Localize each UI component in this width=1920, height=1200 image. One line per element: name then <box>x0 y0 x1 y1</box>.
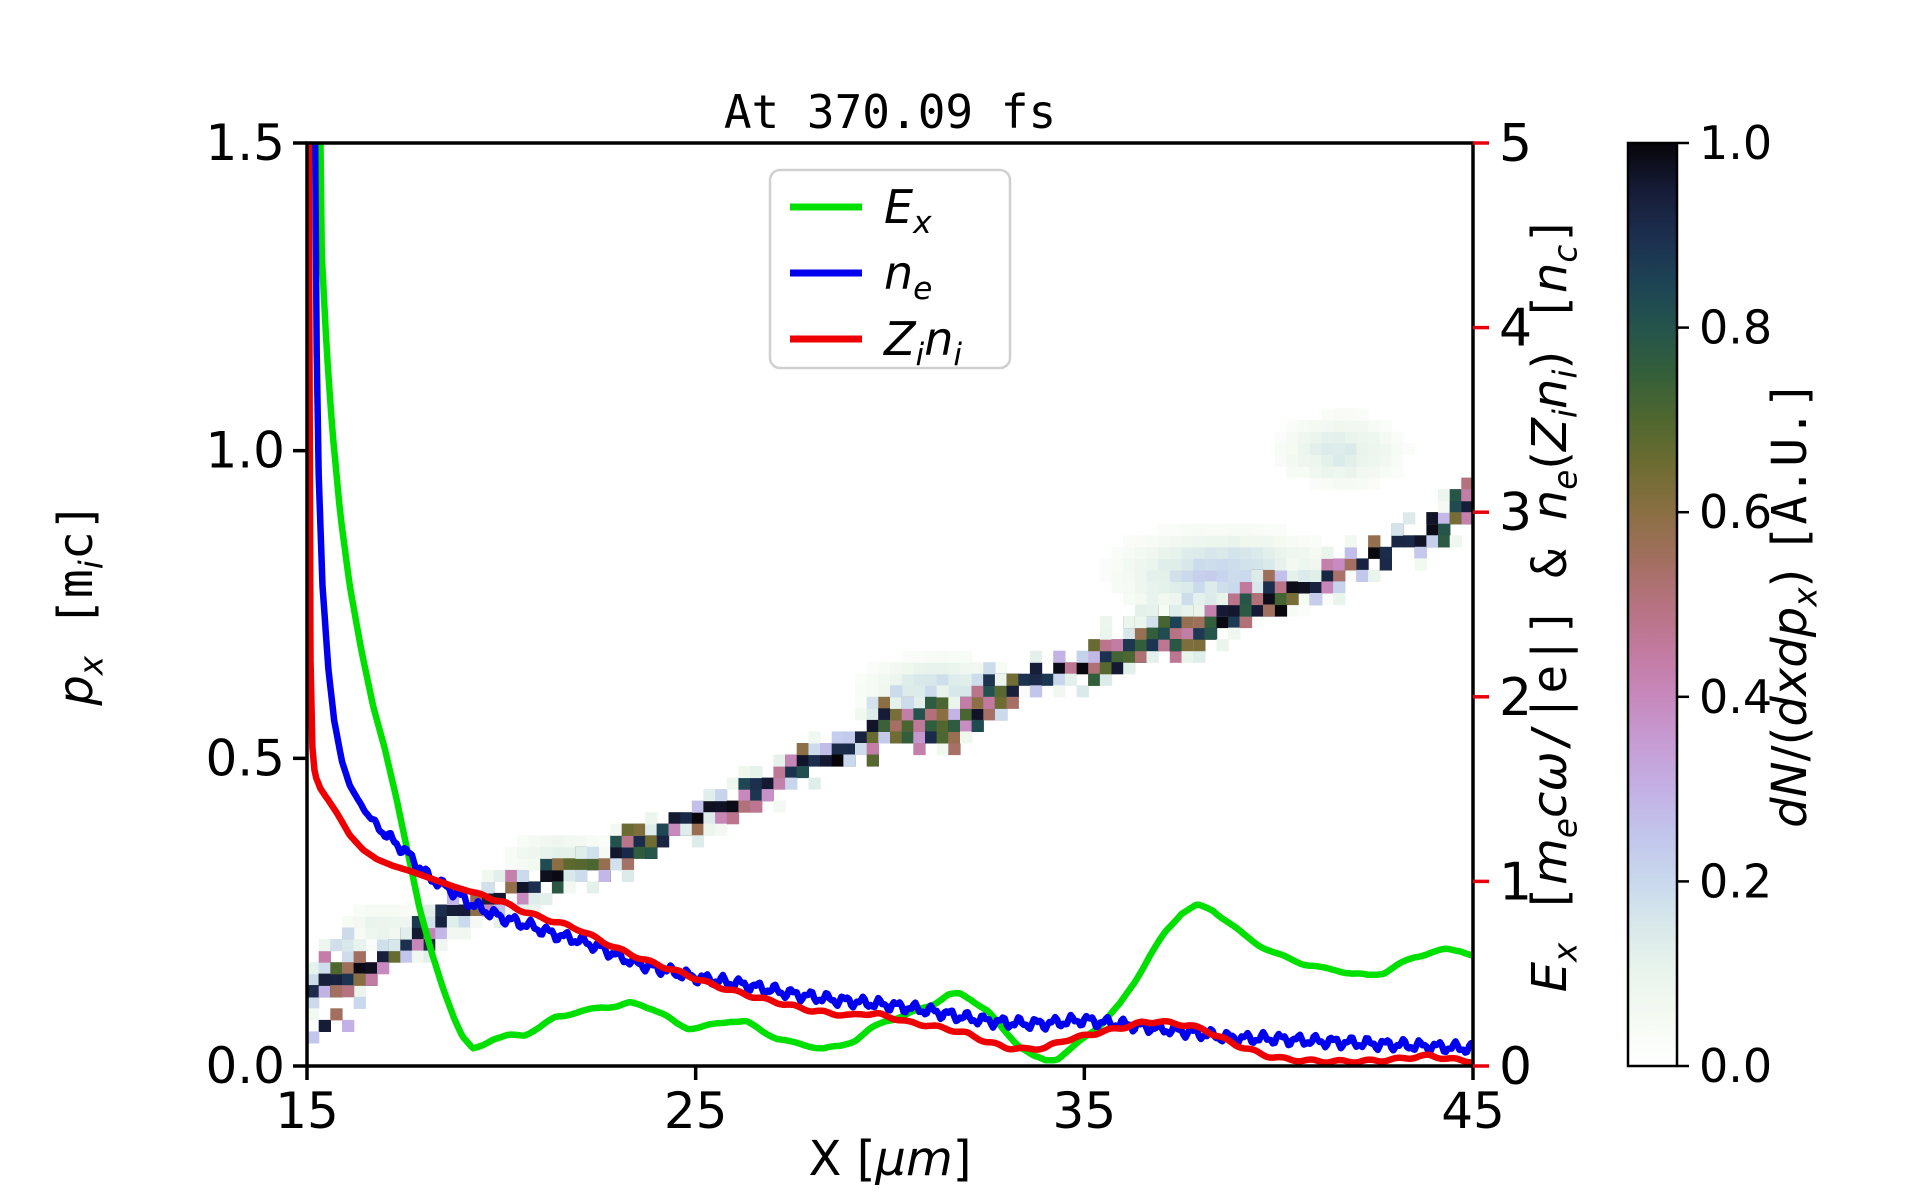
y-right-tick-label: 0 <box>1499 1037 1532 1097</box>
colorbar-tick-label: 0.0 <box>1699 1039 1772 1093</box>
legend-label: Ex <box>884 180 932 241</box>
y-right-tick-label: 5 <box>1499 114 1532 174</box>
colorbar-tick-label: 1.0 <box>1699 116 1772 170</box>
phase-space-heatmap <box>307 408 1474 1044</box>
x-tick-label: 45 <box>1441 1082 1505 1140</box>
y-left-axis-label: px [mic] <box>48 502 111 706</box>
y-left-tick-label: 1.5 <box>205 114 285 172</box>
y-axis-right: 0 1 2 3 4 5 Ex [mecω/|e|] & ne(Zini) [nc] <box>1473 114 1585 1097</box>
x-tick-label: 35 <box>1053 1082 1117 1140</box>
axes-frame <box>305 141 1475 1068</box>
plot-border <box>305 141 1475 1068</box>
y-right-tick-label: 4 <box>1499 299 1532 359</box>
colorbar-tick-label: 0.4 <box>1699 670 1772 724</box>
y-right-axis-label: Ex [mecω/|e|] & ne(Zini) [nc] <box>1522 216 1585 993</box>
colorbar: 0.0 0.2 0.4 0.6 0.8 1.0 dN/(dxdpx) [A.U.] <box>1626 116 1825 1093</box>
zini-curve <box>306 142 1474 1066</box>
y-axis-left: 0.0 0.5 1.0 1.5 px [mic] <box>48 114 307 1095</box>
x-tick-label: 25 <box>664 1082 728 1140</box>
colorbar-tick-label: 0.8 <box>1699 301 1772 355</box>
curves-layer <box>306 142 1474 1066</box>
y-right-tick-label: 2 <box>1499 668 1532 728</box>
x-axis: 15 25 35 45 X [μm] <box>275 1066 1505 1187</box>
y-left-tick-label: 0.5 <box>205 729 285 787</box>
y-left-tick-label: 1.0 <box>205 422 285 480</box>
colorbar-border <box>1626 141 1679 1068</box>
colorbar-label: dN/(dxdpx) [A.U.] <box>1762 380 1825 828</box>
colorbar-tick-label: 0.6 <box>1699 485 1772 539</box>
legend-box <box>768 168 1012 370</box>
y-right-tick-label: 1 <box>1499 852 1532 912</box>
y-right-tick-label: 3 <box>1499 483 1532 543</box>
chart-title: At 370.09 fs <box>724 85 1056 139</box>
x-axis-label: X [μm] <box>809 1131 972 1187</box>
ne-curve <box>311 142 1474 1056</box>
colorbar-gradient <box>1628 143 1677 1066</box>
legend-label: Zini <box>882 312 962 373</box>
legend-label: ne <box>884 246 932 307</box>
x-tick-label: 15 <box>275 1082 339 1140</box>
colorbar-tick-label: 0.2 <box>1699 854 1772 908</box>
y-left-tick-label: 0.0 <box>205 1037 285 1095</box>
